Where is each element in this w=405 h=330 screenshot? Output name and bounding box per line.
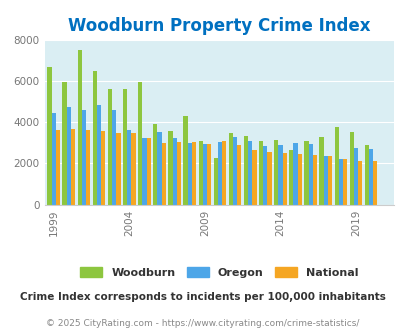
Bar	[222, 141, 226, 205]
Bar	[146, 138, 150, 205]
Bar	[92, 71, 97, 205]
Bar	[161, 143, 166, 205]
Bar	[232, 137, 237, 205]
Bar	[183, 116, 187, 205]
Bar	[327, 156, 331, 205]
Bar	[217, 142, 222, 205]
Bar	[101, 131, 105, 205]
Bar	[288, 150, 293, 205]
Bar	[237, 145, 241, 205]
Bar	[168, 131, 172, 205]
Bar	[338, 159, 342, 205]
Bar	[153, 124, 157, 205]
Bar	[187, 143, 192, 205]
Bar	[243, 136, 247, 205]
Bar	[247, 141, 252, 205]
Bar	[138, 82, 142, 205]
Bar	[372, 161, 377, 205]
Bar	[116, 133, 120, 205]
Bar	[213, 158, 217, 205]
Bar	[142, 138, 146, 205]
Bar	[56, 130, 60, 205]
Bar	[207, 144, 211, 205]
Bar	[202, 144, 207, 205]
Bar	[157, 132, 161, 205]
Bar	[273, 140, 278, 205]
Bar	[62, 82, 66, 205]
Text: Crime Index corresponds to incidents per 100,000 inhabitants: Crime Index corresponds to incidents per…	[20, 292, 385, 302]
Bar	[51, 113, 56, 205]
Bar	[97, 105, 101, 205]
Bar	[258, 141, 262, 205]
Bar	[334, 127, 338, 205]
Legend: Woodburn, Oregon, National: Woodburn, Oregon, National	[76, 263, 362, 282]
Bar	[47, 67, 51, 205]
Bar	[82, 110, 86, 205]
Bar	[66, 107, 71, 205]
Bar	[308, 144, 312, 205]
Bar	[192, 142, 196, 205]
Bar	[86, 130, 90, 205]
Bar	[297, 154, 301, 205]
Bar	[228, 133, 232, 205]
Bar	[267, 152, 271, 205]
Bar	[77, 50, 82, 205]
Bar	[123, 89, 127, 205]
Bar	[252, 150, 256, 205]
Bar	[262, 146, 267, 205]
Bar	[172, 138, 176, 205]
Bar	[112, 110, 116, 205]
Bar	[278, 145, 282, 205]
Bar	[323, 156, 327, 205]
Bar	[108, 89, 112, 205]
Bar	[349, 132, 353, 205]
Bar	[353, 148, 357, 205]
Bar	[368, 149, 372, 205]
Bar	[357, 161, 362, 205]
Bar	[71, 129, 75, 205]
Bar	[319, 137, 323, 205]
Bar	[342, 159, 346, 205]
Bar	[312, 155, 316, 205]
Bar	[293, 143, 297, 205]
Bar	[131, 133, 135, 205]
Bar	[364, 145, 368, 205]
Text: © 2025 CityRating.com - https://www.cityrating.com/crime-statistics/: © 2025 CityRating.com - https://www.city…	[46, 319, 359, 328]
Title: Woodburn Property Crime Index: Woodburn Property Crime Index	[68, 17, 370, 35]
Bar	[176, 142, 181, 205]
Bar	[282, 153, 286, 205]
Bar	[304, 141, 308, 205]
Bar	[198, 141, 202, 205]
Bar	[127, 130, 131, 205]
